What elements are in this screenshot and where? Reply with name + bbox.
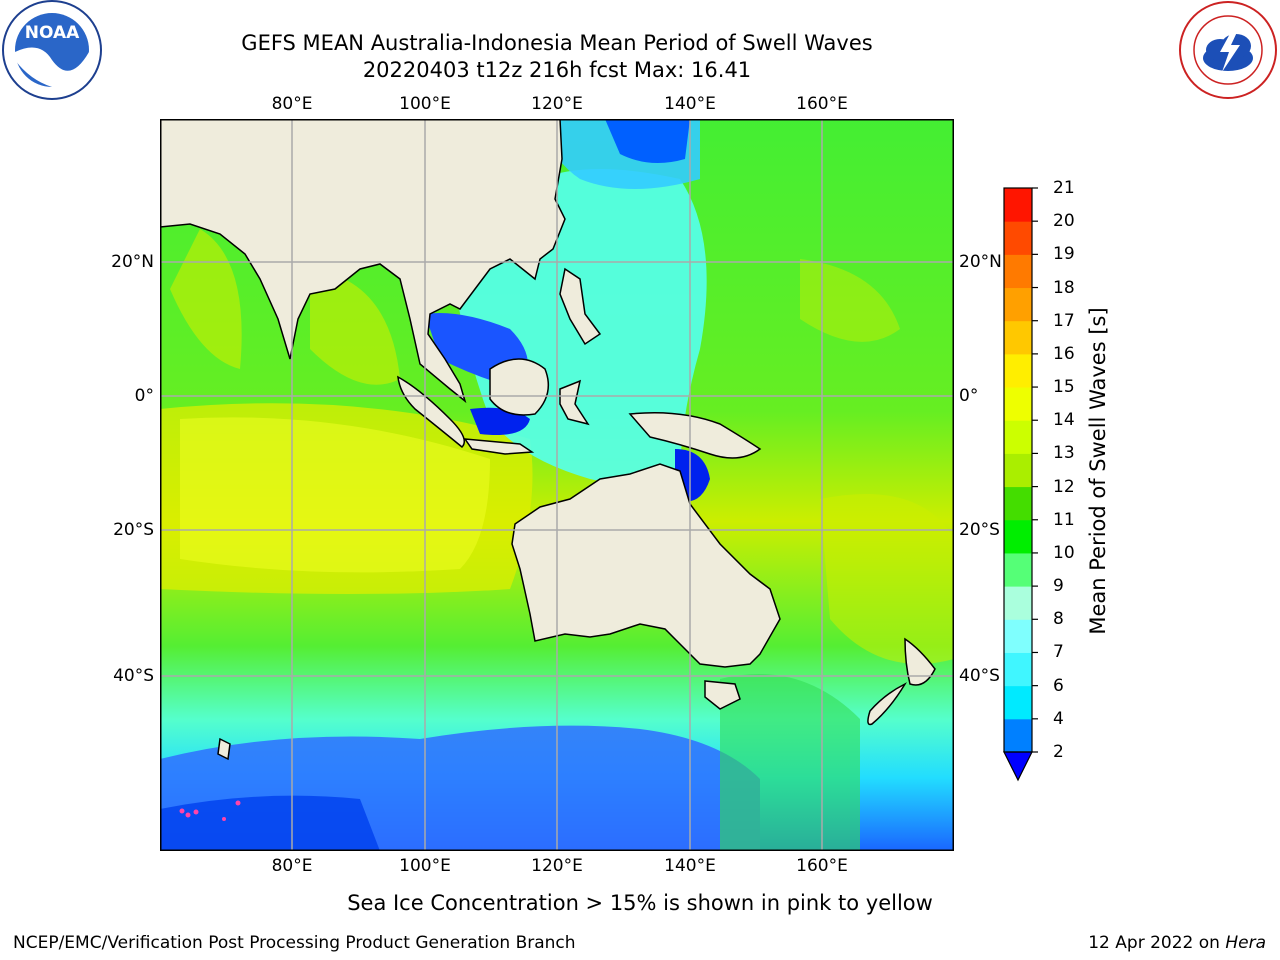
colorbar-tick-label: 10: [1053, 542, 1075, 563]
svg-text:NOAA: NOAA: [25, 23, 80, 43]
lat-tick-left: 20°N: [111, 252, 154, 272]
colorbar-tick-label: 6: [1053, 675, 1064, 696]
producer-credit: NCEP/EMC/Verification Post Processing Pr…: [13, 933, 576, 953]
colorbar-tick-label: 7: [1053, 642, 1064, 663]
colorbar-cell: [1004, 586, 1032, 620]
colorbar-cell: [1004, 718, 1032, 753]
colorbar-cell: [1004, 652, 1032, 687]
lon-tick-bottom: 140°E: [664, 856, 716, 876]
lat-tick-left: 0°: [134, 386, 154, 406]
lon-tick-bottom: 80°E: [271, 856, 313, 876]
colorbar-cell: [1004, 254, 1032, 289]
colorbar-tick-label: 4: [1053, 708, 1064, 729]
colorbar-cell: [1004, 619, 1032, 653]
lon-tick-bottom: 160°E: [796, 856, 848, 876]
colorbar-cell: [1004, 387, 1032, 421]
colorbar-tick-label: 9: [1053, 576, 1064, 597]
lat-tick-right: 40°S: [959, 666, 1000, 686]
colorbar-tick-label: 17: [1053, 310, 1075, 331]
chart-title: GEFS MEAN Australia-Indonesia Mean Perio…: [241, 31, 873, 55]
colorbar-cell: [1004, 221, 1032, 255]
generated-date: 12 Apr 2022 on Hera: [1088, 933, 1266, 953]
colorbar-tick-label: 13: [1053, 443, 1075, 464]
colorbar-cell: [1004, 685, 1032, 720]
nws-logo-icon: [1179, 1, 1277, 99]
colorbar-cell: [1004, 320, 1032, 355]
lon-tick-top: 140°E: [664, 94, 716, 114]
colorbar-cell: [1004, 287, 1032, 322]
colorbar-title: Mean Period of Swell Waves [s]: [1086, 307, 1110, 635]
lon-tick-top: 120°E: [531, 94, 583, 114]
lat-tick-right: 20°S: [959, 520, 1000, 540]
colorbar-tick-label: 15: [1053, 377, 1075, 398]
chart-subtitle: 20220403 t12z 216h fcst Max: 16.41: [362, 58, 752, 82]
colorbar: [1003, 187, 1038, 782]
colorbar-tick-label: 12: [1053, 476, 1075, 497]
colorbar-cell: [1004, 552, 1032, 587]
swell-period-map: [160, 119, 954, 851]
colorbar-tick-label: 8: [1053, 609, 1064, 630]
lon-tick-top: 160°E: [796, 94, 848, 114]
lon-tick-top: 100°E: [399, 94, 451, 114]
colorbar-extend-arrow: [1003, 751, 1033, 782]
lat-tick-right: 0°: [959, 386, 979, 406]
colorbar-tick-label: 19: [1053, 244, 1075, 265]
colorbar-cell: [1004, 353, 1032, 388]
colorbar-tick-label: 20: [1053, 211, 1075, 232]
colorbar-cell: [1004, 486, 1032, 521]
colorbar-tick-label: 18: [1053, 277, 1075, 298]
colorbar-cell: [1004, 519, 1032, 554]
lon-tick-bottom: 100°E: [399, 856, 451, 876]
lon-tick-top: 80°E: [271, 94, 313, 114]
lon-tick-bottom: 120°E: [531, 856, 583, 876]
sea-ice-note: Sea Ice Concentration > 15% is shown in …: [347, 891, 933, 915]
colorbar-tick-label: 11: [1053, 509, 1075, 530]
colorbar-tick-label: 16: [1053, 343, 1075, 364]
colorbar-cell: [1004, 188, 1032, 222]
noaa-logo-icon: NOAA: [2, 0, 102, 100]
lat-tick-left: 40°S: [113, 666, 154, 686]
colorbar-tick-label: 14: [1053, 410, 1075, 431]
colorbar-cell: [1004, 420, 1032, 454]
lat-tick-right: 20°N: [959, 252, 1002, 272]
lat-tick-left: 20°S: [113, 520, 154, 540]
colorbar-tick-label: 2: [1053, 742, 1064, 762]
colorbar-tick-label: 21: [1053, 178, 1075, 198]
colorbar-cell: [1004, 453, 1032, 488]
